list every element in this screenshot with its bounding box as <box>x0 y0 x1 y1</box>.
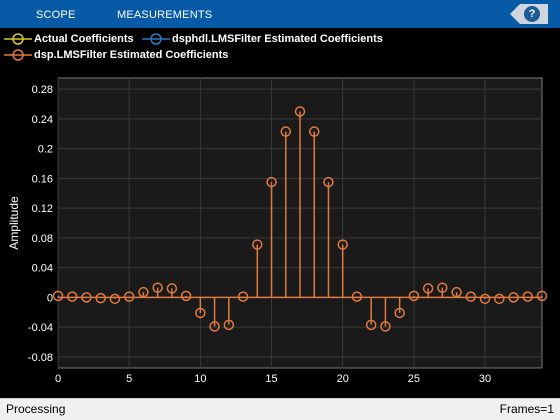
stem-marker <box>394 307 405 319</box>
stem-marker <box>522 291 534 302</box>
y-tick-label: 0.08 <box>32 233 53 245</box>
y-tick-label: 0.2 <box>38 144 53 156</box>
stem-marker <box>237 291 249 302</box>
status-text: Processing <box>6 402 66 416</box>
y-tick-label: -0.04 <box>28 322 53 334</box>
line-circle-marker-icon <box>142 33 170 45</box>
line-circle-marker-icon <box>4 49 32 61</box>
stem-marker <box>451 286 462 298</box>
x-tick-label: 30 <box>479 373 491 385</box>
y-tick-label: 0.04 <box>32 263 53 275</box>
stem-marker <box>337 239 348 250</box>
stem-marker <box>365 319 377 331</box>
stem-marker <box>323 176 334 188</box>
y-tick-label: 0.12 <box>32 203 53 215</box>
stem-marker <box>66 291 78 302</box>
stem-marker <box>351 291 363 302</box>
stem-marker <box>380 321 391 332</box>
y-tick-label: 0 <box>47 292 53 304</box>
stem-marker <box>109 293 121 305</box>
stem-plot: 0.280.240.20.160.120.080.040-0.04-0.080 5… <box>7 77 548 385</box>
x-tick-label: 20 <box>337 373 349 385</box>
stem-marker <box>123 291 135 302</box>
stem-marker <box>209 321 220 332</box>
stem-marker <box>195 307 206 319</box>
y-tick-label: -0.08 <box>28 352 53 364</box>
legend-label-dsphdl: dsphdl.LMSFilter Estimated Coefficients <box>172 33 383 45</box>
stem-marker <box>180 290 192 302</box>
stem-series <box>52 106 548 332</box>
stem-marker <box>308 126 320 137</box>
tab-scope[interactable]: SCOPE <box>36 9 76 21</box>
toolstrip: SCOPE MEASUREMENTS ? <box>0 0 560 28</box>
stem-marker <box>465 291 477 302</box>
y-axis-label: Amplitude <box>7 196 21 250</box>
frame-counter: Frames=1 <box>499 402 554 416</box>
legend-label-dsp: dsp.LMSFilter Estimated Coefficients <box>34 49 229 61</box>
y-tick-label: 0.24 <box>32 114 53 126</box>
y-tick-label: 0.28 <box>32 84 53 96</box>
x-tick-label: 0 <box>55 373 61 385</box>
stem-marker <box>95 292 106 304</box>
tick-labels: 0.280.240.20.160.120.080.040-0.04-0.080 5… <box>28 84 491 385</box>
tab-measurements[interactable]: MEASUREMENTS <box>117 9 213 21</box>
stem-marker <box>536 290 548 302</box>
stem-marker <box>152 282 163 293</box>
x-tick-label: 25 <box>408 373 420 385</box>
stem-marker <box>266 176 277 188</box>
status-bar: Processing Frames=1 <box>0 398 560 420</box>
stem-marker <box>422 283 434 294</box>
legend-label-actual: Actual Coefficients <box>34 33 134 45</box>
stem-marker <box>437 282 448 293</box>
x-tick-label: 15 <box>265 373 277 385</box>
help-icon: ? <box>524 6 540 22</box>
stem-marker <box>479 293 491 305</box>
stem-marker <box>494 293 505 305</box>
stem-marker <box>81 292 92 303</box>
line-circle-marker-icon <box>4 33 32 45</box>
stem-marker <box>166 283 178 294</box>
y-tick-label: 0.16 <box>32 173 53 185</box>
stem-marker <box>408 290 420 302</box>
stem-marker <box>252 239 263 250</box>
help-button[interactable]: ? <box>510 4 548 24</box>
stem-marker <box>52 290 64 302</box>
stem-marker <box>138 286 149 298</box>
stem-marker <box>280 126 292 137</box>
x-tick-label: 10 <box>194 373 206 385</box>
stem-marker <box>508 292 519 303</box>
stem-marker <box>294 106 306 117</box>
x-tick-label: 5 <box>126 373 132 385</box>
stem-marker <box>223 319 235 331</box>
